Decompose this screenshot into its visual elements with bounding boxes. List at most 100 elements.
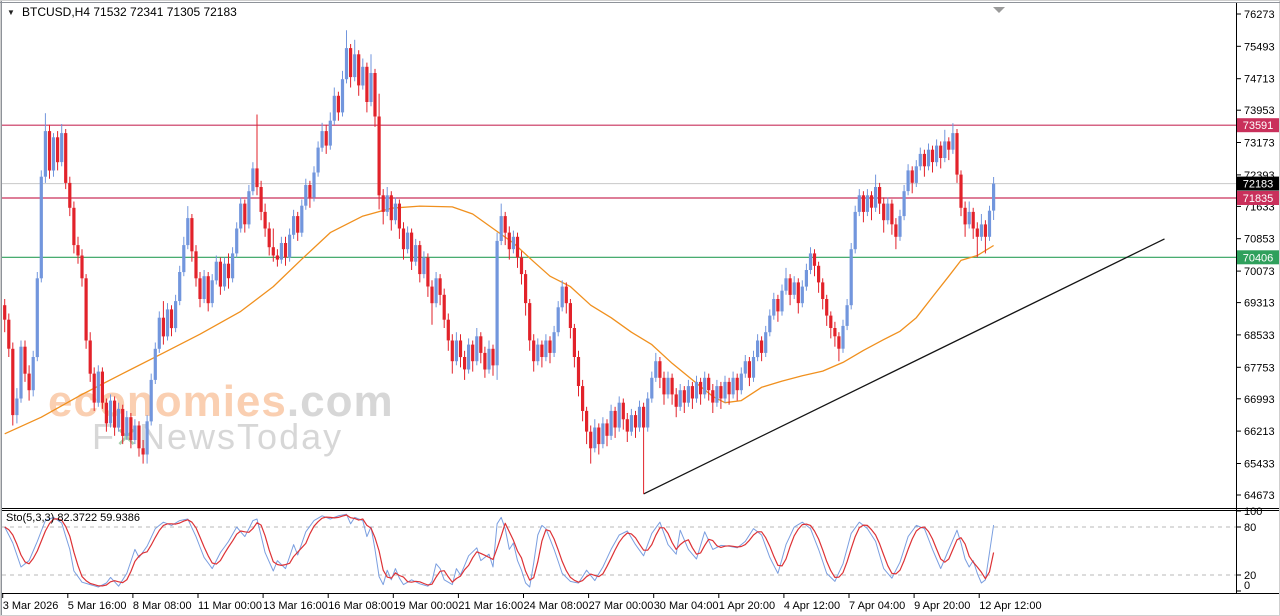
candle[interactable] [715, 386, 719, 403]
candle[interactable] [296, 216, 300, 233]
candle[interactable] [23, 346, 27, 374]
candle[interactable] [682, 390, 686, 403]
candle[interactable] [129, 417, 133, 440]
candle[interactable] [271, 247, 275, 256]
candle[interactable] [609, 410, 613, 436]
candle[interactable] [361, 66, 365, 86]
candle[interactable] [377, 116, 381, 196]
candle[interactable] [438, 278, 442, 295]
candle[interactable] [255, 168, 259, 188]
candle[interactable] [784, 278, 788, 291]
candle[interactable] [47, 131, 52, 171]
candle[interactable] [210, 280, 214, 304]
candle[interactable] [161, 317, 165, 337]
candle[interactable] [389, 195, 393, 221]
candle[interactable] [963, 207, 967, 225]
candle[interactable] [243, 203, 247, 225]
candle[interactable] [930, 149, 935, 163]
candle[interactable] [902, 191, 906, 217]
candle[interactable] [153, 348, 157, 380]
candle[interactable] [304, 185, 308, 206]
candle[interactable] [812, 253, 817, 266]
candle[interactable] [279, 243, 283, 260]
candle[interactable] [585, 410, 589, 432]
candle[interactable] [642, 406, 646, 428]
candle[interactable] [491, 348, 495, 366]
candle[interactable] [699, 381, 703, 395]
candle[interactable] [536, 344, 540, 362]
candle[interactable] [27, 373, 31, 391]
candle[interactable] [825, 299, 829, 316]
candle[interactable] [15, 398, 19, 416]
candle[interactable] [308, 185, 312, 198]
stochastic-main-line[interactable] [4, 513, 995, 588]
candle[interactable] [849, 249, 853, 306]
candle[interactable] [288, 234, 292, 258]
candle[interactable] [613, 410, 617, 428]
candle[interactable] [495, 240, 499, 366]
candle[interactable] [637, 406, 642, 428]
candle[interactable] [51, 137, 56, 171]
candle[interactable] [450, 340, 454, 362]
candle[interactable] [690, 386, 694, 399]
candle[interactable] [983, 224, 987, 237]
candle[interactable] [385, 195, 389, 212]
candle[interactable] [886, 203, 890, 221]
candle[interactable] [808, 253, 813, 270]
candle[interactable] [711, 390, 715, 403]
candle[interactable] [951, 133, 955, 150]
candle[interactable] [589, 431, 593, 449]
candle[interactable] [410, 232, 414, 262]
candle[interactable] [756, 340, 760, 358]
candle[interactable] [898, 216, 902, 237]
candle[interactable] [743, 361, 747, 374]
candle[interactable] [723, 381, 727, 399]
candle[interactable] [149, 379, 153, 422]
candle[interactable] [475, 336, 479, 362]
candle[interactable] [7, 319, 11, 349]
candle[interactable] [788, 278, 792, 295]
candle[interactable] [670, 377, 674, 395]
candle[interactable] [218, 261, 222, 287]
candle[interactable] [316, 147, 320, 173]
candle[interactable] [625, 419, 629, 432]
candle[interactable] [707, 377, 711, 391]
candle[interactable] [650, 377, 654, 399]
candle[interactable] [865, 195, 869, 212]
candle[interactable] [251, 168, 255, 192]
ascending-trendline[interactable] [643, 238, 1165, 495]
candle[interactable] [479, 336, 483, 353]
indicator-pan-area[interactable] [2, 509, 1236, 593]
candle[interactable] [80, 255, 84, 279]
candle[interactable] [524, 274, 528, 304]
candle[interactable] [165, 309, 170, 337]
candle[interactable] [629, 415, 633, 432]
candle[interactable] [519, 257, 524, 275]
candle[interactable] [780, 290, 784, 312]
candle[interactable] [829, 315, 833, 328]
candle[interactable] [369, 73, 373, 102]
candle[interactable] [967, 211, 971, 225]
chart-shift-marker-icon[interactable] [993, 7, 1005, 13]
candle[interactable] [857, 195, 861, 212]
stochastic-signal-line[interactable] [4, 514, 995, 587]
candle[interactable] [955, 133, 959, 175]
candle[interactable] [263, 211, 267, 229]
candle[interactable] [845, 305, 849, 326]
candle[interactable] [406, 232, 410, 250]
candle[interactable] [764, 332, 768, 353]
candle[interactable] [267, 228, 271, 248]
candle[interactable] [324, 131, 328, 146]
candle[interactable] [442, 294, 446, 320]
candle[interactable] [235, 228, 239, 254]
candle[interactable] [572, 328, 576, 357]
candle[interactable] [731, 377, 735, 395]
candle[interactable] [947, 141, 951, 150]
candle[interactable] [194, 251, 198, 279]
candle[interactable] [113, 400, 117, 428]
time-axis-scale[interactable] [0, 594, 1236, 616]
candle[interactable] [422, 257, 426, 275]
candle[interactable] [556, 307, 560, 333]
candle[interactable] [108, 400, 113, 424]
candle[interactable] [214, 261, 218, 281]
